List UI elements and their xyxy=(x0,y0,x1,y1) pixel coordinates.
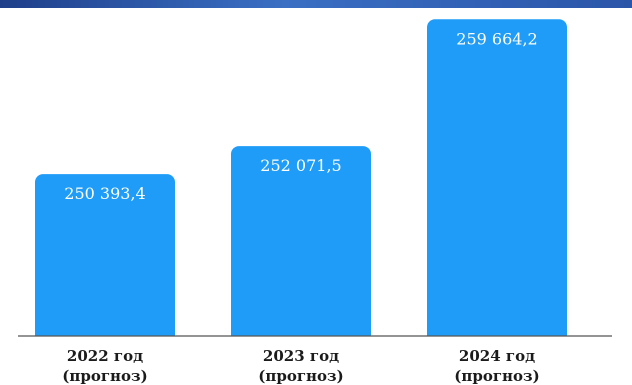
category-label-1-line-1: 2022 год xyxy=(67,347,143,365)
labels-layer: 250 393,4 2022 год (прогноз) 252 071,5 2023 … xyxy=(62,29,539,385)
bar-value-label-2: 252 071,5 xyxy=(260,156,341,175)
bars-layer xyxy=(0,19,632,385)
top-header-stripe xyxy=(0,0,632,8)
bar-1 xyxy=(35,174,175,344)
bar-value-label-1: 250 393,4 xyxy=(64,184,145,203)
bar-3 xyxy=(427,19,567,344)
bar-value-label-3: 259 664,2 xyxy=(456,29,537,48)
category-label-3-line-2: (прогноз) xyxy=(454,367,539,385)
below-axis-background xyxy=(0,336,632,385)
category-label-1-line-2: (прогноз) xyxy=(62,367,147,385)
bar-2 xyxy=(231,146,371,344)
category-label-2-line-2: (прогноз) xyxy=(258,367,343,385)
category-label-3-line-1: 2024 год xyxy=(459,347,535,365)
category-label-2-line-1: 2023 год xyxy=(263,347,339,365)
